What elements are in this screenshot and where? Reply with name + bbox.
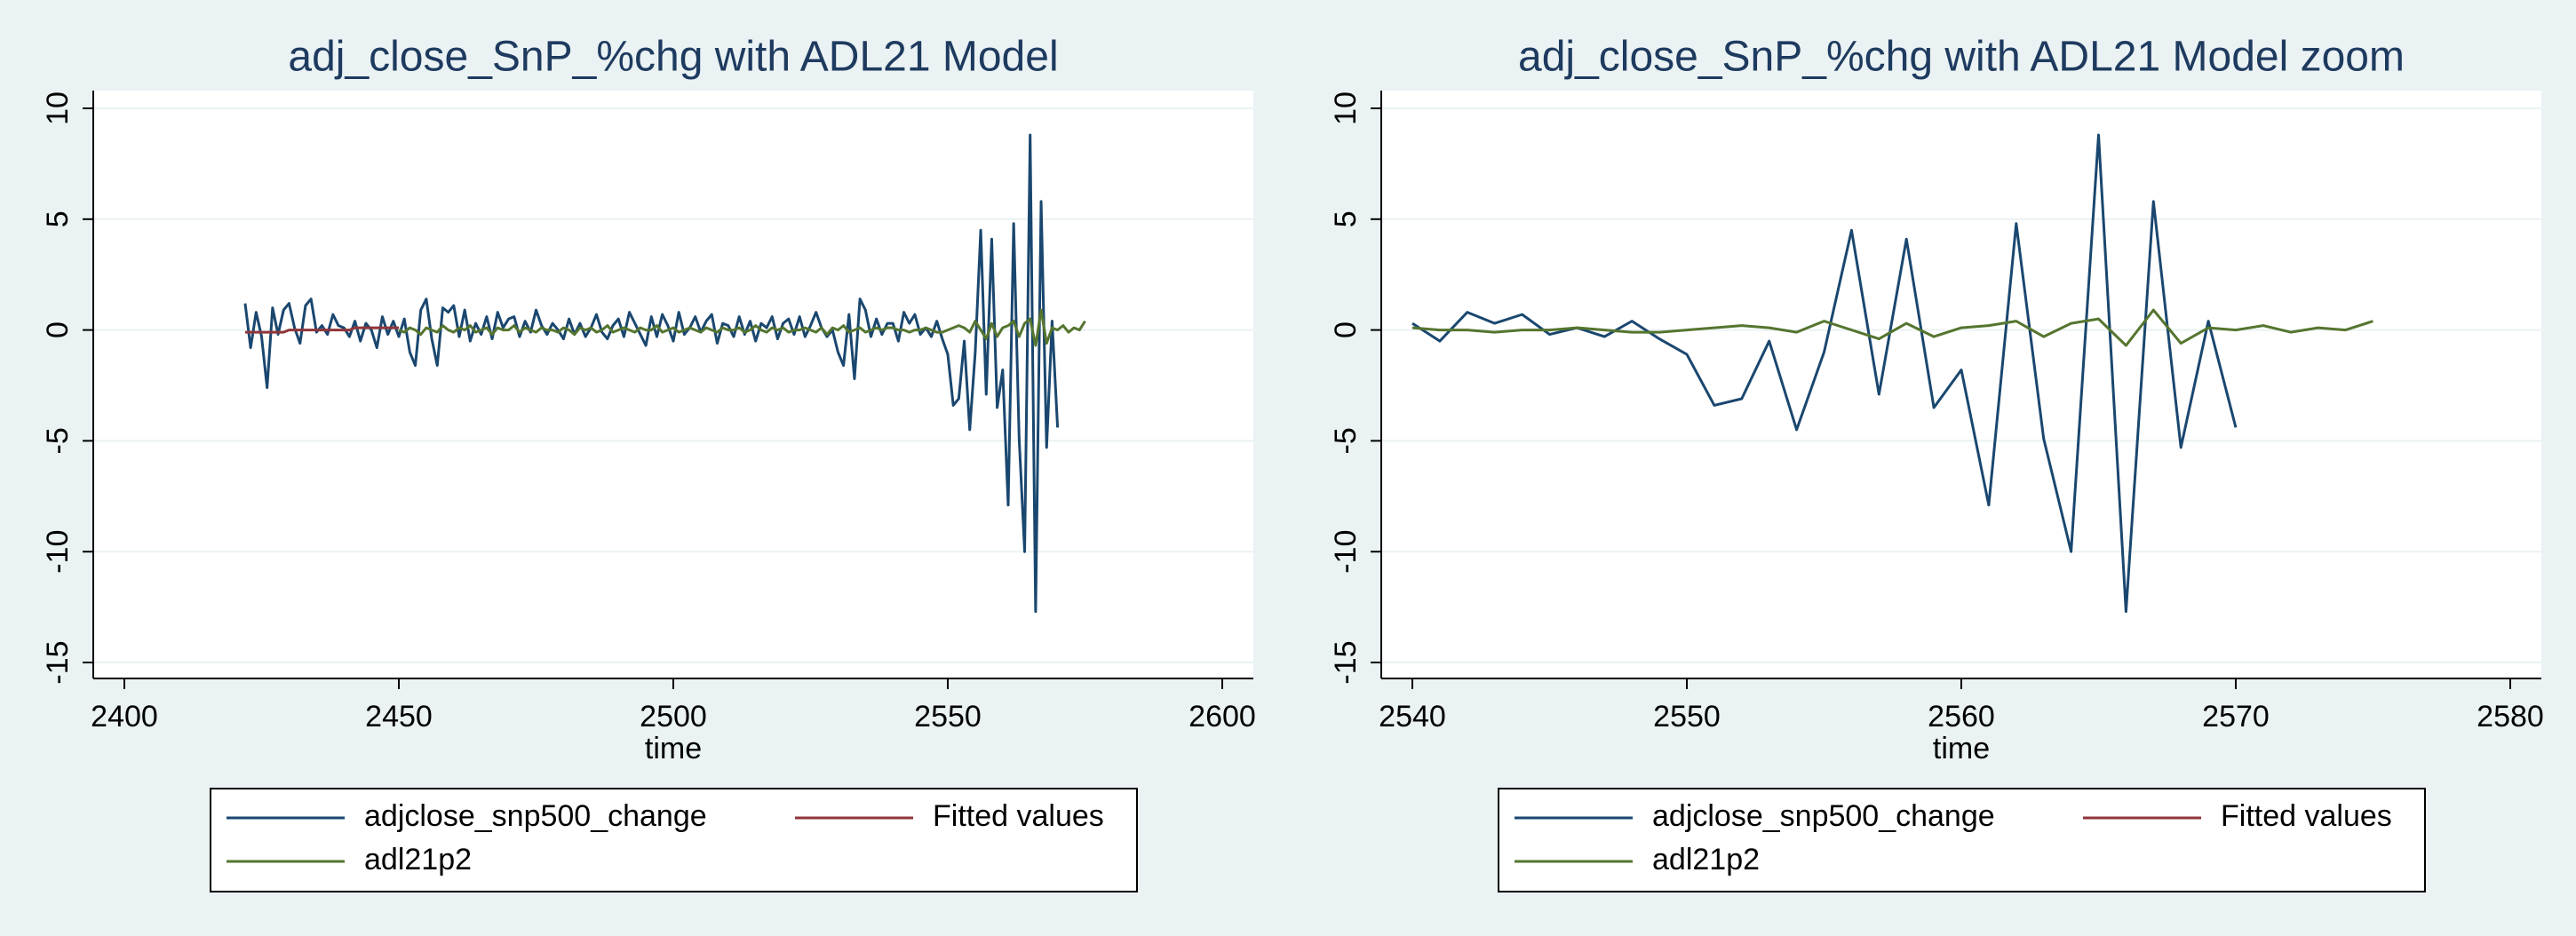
data-line	[398, 308, 1086, 347]
x-axis-title: time	[645, 732, 702, 765]
y-tick-label: 5	[41, 210, 75, 227]
legend-box	[1498, 788, 2426, 892]
y-tick-label: 10	[1329, 91, 1363, 125]
data-line	[244, 326, 399, 334]
data-layer	[1411, 133, 2373, 614]
legend-label: adl21p2	[1652, 843, 1760, 877]
y-tick-label: 5	[1329, 210, 1363, 227]
legend-label: adl21p2	[364, 843, 472, 877]
y-tick-label: -15	[41, 640, 75, 684]
x-tick-label: 2550	[914, 700, 982, 734]
plot-area	[1381, 91, 2541, 678]
chart-title: adj_close_SnP_%chg with ADL21 Model	[288, 34, 1058, 81]
data-line	[1411, 133, 2238, 614]
data-line	[1411, 308, 2373, 347]
chart-panel: adj_close_SnP_%chg with ADL21 Model -15 -1…	[41, 34, 1256, 892]
data-layer	[243, 133, 1086, 614]
legend-label: Fitted values	[933, 799, 1104, 833]
y-tick-label: 0	[41, 321, 75, 338]
legend-label: adjclose_snp500_change	[1652, 799, 1995, 833]
y-tick-label: -5	[1329, 427, 1363, 454]
legend-box	[210, 788, 1138, 892]
legend-label: adjclose_snp500_change	[364, 799, 707, 833]
x-tick-label: 2570	[2202, 700, 2270, 734]
y-tick-label: -10	[1329, 530, 1363, 574]
x-tick-label: 2560	[1928, 700, 1995, 734]
x-tick-label: 2600	[1189, 700, 1256, 734]
plot-area	[93, 91, 1253, 678]
x-axis-title: time	[1933, 732, 1990, 765]
legend-label: Fitted values	[2221, 799, 2392, 833]
y-tick-label: -10	[41, 530, 75, 574]
y-tick-label: 10	[41, 91, 75, 125]
chart-panel: adj_close_SnP_%chg with ADL21 Model zoom…	[1329, 34, 2544, 892]
x-tick-label: 2550	[1653, 700, 1721, 734]
x-tick-label: 2400	[91, 700, 158, 734]
x-tick-label: 2450	[365, 700, 433, 734]
x-tick-label: 2500	[640, 700, 707, 734]
y-tick-label: -15	[1329, 640, 1363, 684]
y-tick-label: -5	[41, 427, 75, 454]
chart-title: adj_close_SnP_%chg with ADL21 Model zoom	[1518, 34, 2405, 81]
x-tick-label: 2580	[2477, 700, 2544, 734]
x-tick-label: 2540	[1379, 700, 1446, 734]
y-tick-label: 0	[1329, 321, 1363, 338]
